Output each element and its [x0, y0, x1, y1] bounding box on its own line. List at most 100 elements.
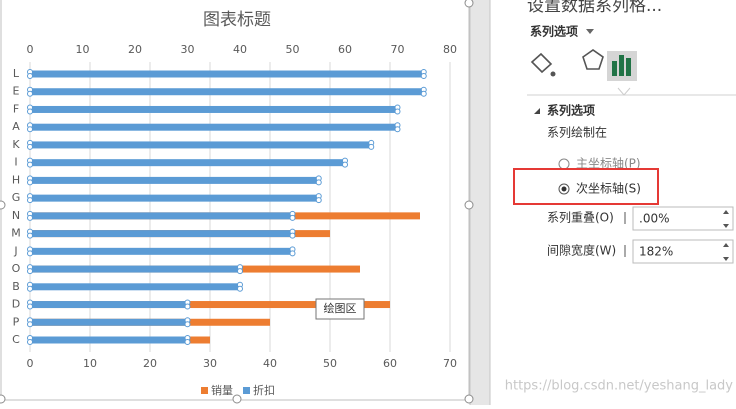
- selection-handle: [184, 303, 191, 310]
- y-tick-label: L: [13, 67, 20, 80]
- selection-handle: [27, 303, 33, 310]
- x2-tick-label: 0: [27, 43, 34, 56]
- y-tick-label: B: [12, 280, 20, 293]
- pane-tab[interactable]: 系列选项: [530, 24, 578, 39]
- x2-tick-label: 30: [181, 43, 195, 56]
- radio-label[interactable]: 次坐标轴(S): [576, 181, 641, 196]
- handle[interactable]: [0, 200, 6, 210]
- handle[interactable]: [464, 0, 474, 8]
- y-tick-label: C: [12, 333, 20, 346]
- y-tick-label: O: [12, 262, 21, 275]
- y-tick-label: F: [13, 102, 19, 115]
- handle[interactable]: [0, 394, 6, 404]
- dropdown-arrow[interactable]: [586, 29, 594, 34]
- bar: [30, 123, 398, 131]
- y-tick-label: K: [12, 138, 20, 151]
- icon-effects[interactable]: [582, 49, 604, 70]
- selection-handle: [394, 108, 401, 115]
- selection-handle: [289, 232, 296, 239]
- input-value[interactable]: .00%: [639, 212, 670, 226]
- bar: [30, 230, 293, 238]
- x-tick-label: 0: [27, 357, 34, 370]
- x2-tick-label: 50: [286, 43, 300, 56]
- input-box[interactable]: [632, 206, 734, 231]
- selection-handle: [289, 214, 296, 221]
- highlight-box: [513, 168, 659, 205]
- y-tick-label: I: [14, 156, 17, 169]
- selection-handle: [27, 339, 33, 345]
- selection-handle: [27, 108, 33, 115]
- y-tick-label: D: [12, 298, 20, 311]
- radio[interactable]: [558, 158, 570, 170]
- radio-label[interactable]: 主坐标轴(P): [576, 156, 641, 171]
- selection-handle: [315, 197, 322, 204]
- selection-handle: [27, 214, 33, 221]
- selection-handle: [27, 232, 33, 239]
- plot: 0 10 20 30 40 50 60 70 0 10 20 30 40 50 60 70 80 LEFAKIHG…: [11, 43, 457, 397]
- selection-handle: [184, 321, 191, 328]
- icon-fill[interactable]: [530, 52, 556, 77]
- icon-series[interactable]: [612, 55, 631, 76]
- bar: [30, 247, 293, 255]
- legend-swatch: [243, 387, 250, 394]
- bar: [30, 212, 293, 220]
- selection-handle: [27, 126, 33, 133]
- bar: [30, 318, 188, 326]
- handle[interactable]: [464, 200, 474, 210]
- legend-label: 折扣: [253, 383, 275, 397]
- x-tick-label: 70: [443, 357, 457, 370]
- selection-handle: [27, 161, 33, 168]
- bar: [30, 265, 240, 273]
- y-tick-label: J: [13, 244, 17, 257]
- input-box[interactable]: [632, 239, 734, 264]
- x2-tick-label: 70: [391, 43, 405, 56]
- bar: [30, 105, 398, 113]
- handle[interactable]: [232, 394, 242, 404]
- x-tick-label: 40: [263, 357, 277, 370]
- y-tick-label: P: [13, 315, 20, 328]
- selection-handle: [368, 143, 375, 150]
- selection-handle: [184, 339, 191, 345]
- x2-tick-label: 40: [233, 43, 247, 56]
- chart-title: 图表标题: [203, 10, 271, 30]
- input-value[interactable]: 182%: [639, 245, 673, 259]
- spinner[interactable]: [723, 243, 729, 261]
- selection-handle: [342, 161, 348, 168]
- x-tick-label: 10: [83, 357, 97, 370]
- selection-handle: [27, 268, 33, 275]
- spinner[interactable]: [723, 210, 729, 228]
- selection-handle: [27, 285, 33, 292]
- x2-tick-label: 60: [338, 43, 352, 56]
- selection-handle: [315, 179, 322, 186]
- bar: [30, 301, 188, 309]
- x-tick-label: 20: [143, 357, 157, 370]
- x-tick-label: 60: [383, 357, 397, 370]
- bar: [30, 283, 240, 291]
- handle[interactable]: [464, 394, 474, 404]
- bar: [30, 141, 372, 149]
- x2-tick-label: 80: [443, 43, 457, 56]
- sheet-strip: [470, 0, 490, 405]
- bar: [30, 70, 424, 78]
- y-tick-label: M: [11, 227, 21, 240]
- legend-label: 销量: [211, 383, 233, 397]
- chart-handles: [0, 0, 474, 404]
- bar: [30, 336, 188, 344]
- selection-handle: [237, 268, 243, 275]
- watermark: https://blog.csdn.net/yeshang_lady: [505, 379, 734, 394]
- selection-handle: [394, 126, 401, 133]
- selection-handle: [27, 321, 33, 328]
- bar: [30, 159, 345, 167]
- selection-handle: [27, 143, 33, 150]
- x2-tick-label: 10: [76, 43, 90, 56]
- radio-dot: [561, 186, 567, 192]
- bar: [30, 301, 390, 309]
- y-tick-label: N: [12, 209, 20, 222]
- collapse-arrow[interactable]: [534, 108, 540, 114]
- selection-handle: [27, 250, 33, 257]
- pane-title: 设置数据系列格...: [527, 0, 662, 16]
- selection-handle: [420, 73, 427, 79]
- section-title[interactable]: 系列选项: [547, 103, 595, 118]
